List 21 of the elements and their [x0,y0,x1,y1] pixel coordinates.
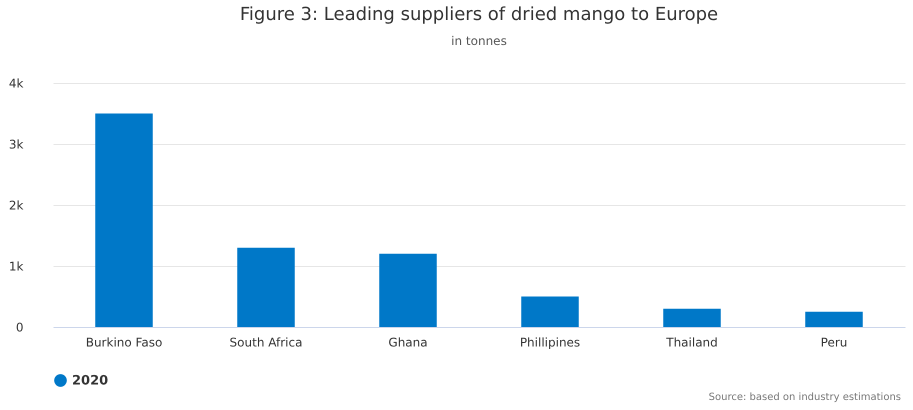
x-tick-label: Burkino Faso [86,336,162,350]
bar [521,296,579,327]
y-tick-label: 4k [8,76,24,90]
legend-label: 2020 [72,374,108,388]
y-tick-label: 1k [8,260,24,274]
source-note: Source: based on industry estimations [708,392,901,403]
chart-title: Figure 3: Leading suppliers of dried mango to Europe [240,4,718,25]
x-tick-label: Phillipines [520,336,580,350]
y-tick-label: 2k [8,198,24,212]
x-tick-label: Ghana [388,336,428,350]
bar [95,114,153,327]
x-tick-label: South Africa [230,336,302,350]
x-tick-label: Peru [820,336,848,350]
x-tick-label: Thailand [665,336,718,350]
y-tick-label: 3k [8,138,24,152]
bar [805,312,863,327]
y-tick-label: 0 [16,320,24,334]
bar [237,248,295,327]
bar [379,254,437,327]
chart-subtitle: in tonnes [451,34,507,48]
bar [663,308,721,327]
